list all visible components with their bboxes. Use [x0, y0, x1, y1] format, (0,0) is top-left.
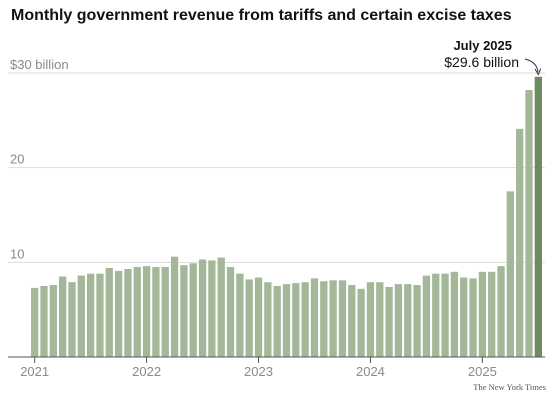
bar: [432, 273, 440, 357]
bar: [301, 282, 309, 357]
x-tick-label: 2023: [244, 364, 273, 379]
bar: [208, 260, 216, 357]
bar: [488, 271, 496, 357]
bar: [357, 288, 365, 357]
bar: [348, 285, 356, 357]
annotation: July 2025 $29.6 billion: [444, 38, 542, 76]
bar: [394, 284, 403, 357]
bar: [320, 281, 328, 357]
bar: [49, 285, 57, 357]
y-axis-ticks: 10 20 $30 billion: [10, 57, 69, 261]
bar: [264, 282, 272, 357]
bar: [161, 267, 169, 357]
bar: [77, 275, 85, 357]
bar: [254, 277, 263, 357]
bar: [142, 266, 151, 357]
bar: [460, 277, 468, 357]
bar: [329, 280, 337, 357]
bar: [506, 191, 514, 357]
bar: [189, 263, 197, 357]
bar: [404, 284, 412, 357]
y-tick-label: 20: [10, 152, 24, 167]
bar: [226, 267, 235, 357]
bar: [422, 275, 431, 357]
bar: [525, 90, 533, 357]
bar: [413, 285, 421, 357]
x-axis-ticks: 2021 2022 2023 2024 2025: [20, 357, 497, 379]
bar: [366, 282, 375, 357]
annotation-value: $29.6 billion: [444, 54, 519, 70]
x-tick-label: 2021: [20, 364, 49, 379]
bar: [441, 273, 449, 357]
bar: [68, 282, 76, 357]
bar: [478, 271, 487, 357]
bar: [450, 271, 459, 357]
annotation-arrow: [524, 58, 539, 73]
bar: [40, 286, 48, 357]
bar: [124, 268, 132, 357]
bars: [31, 76, 542, 357]
bar: [86, 273, 95, 357]
bar: [245, 279, 253, 357]
bar: [96, 273, 104, 357]
bar: [338, 280, 347, 357]
y-tick-label: $30 billion: [10, 57, 69, 72]
x-tick-label: 2024: [356, 364, 385, 379]
bar: [198, 259, 207, 357]
source-credit: The New York Times: [473, 382, 546, 392]
bar: [180, 265, 188, 357]
bar: [534, 76, 542, 357]
bar: [385, 286, 393, 357]
bar: [133, 267, 141, 357]
bar: [105, 268, 113, 357]
x-tick-label: 2022: [132, 364, 161, 379]
bar: [376, 282, 384, 357]
gridlines: [8, 72, 545, 263]
bar: [217, 257, 225, 357]
bar: [170, 256, 179, 357]
bar: [152, 267, 160, 357]
bar: [59, 276, 67, 357]
bar: [469, 278, 477, 357]
bar: [273, 286, 281, 357]
bar: [31, 287, 39, 357]
annotation-arrowhead: [534, 68, 542, 76]
chart-title: Monthly government revenue from tariffs …: [11, 7, 512, 24]
bar: [310, 278, 319, 357]
y-tick-label: 10: [10, 246, 24, 261]
bar: [292, 283, 300, 357]
bar: [236, 273, 244, 357]
bar: [516, 128, 524, 357]
bar: [497, 266, 505, 357]
annotation-title: July 2025: [453, 38, 512, 53]
bar: [282, 284, 291, 357]
bar: [114, 270, 123, 357]
x-tick-label: 2025: [468, 364, 497, 379]
